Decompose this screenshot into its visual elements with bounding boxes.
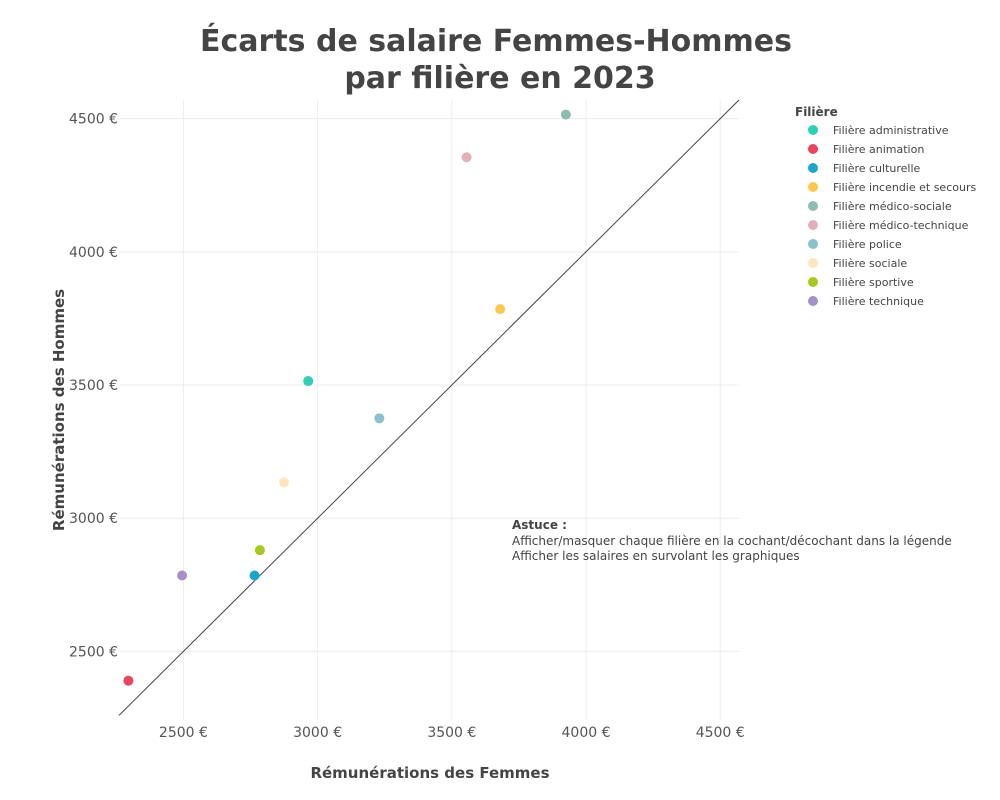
- point-fili-re-technique[interactable]: [177, 570, 188, 581]
- y-tick-label: 4000 €: [69, 245, 118, 261]
- legend-marker: [808, 258, 818, 268]
- y-axis-title: Rémunérations des Hommes: [50, 289, 68, 531]
- legend-label: Filière culturelle: [833, 162, 921, 175]
- grid: [119, 100, 739, 720]
- legend-label: Filière sociale: [833, 257, 907, 270]
- legend-item[interactable]: Filière administrative: [808, 124, 949, 137]
- x-tick-label: 4000 €: [562, 725, 611, 741]
- y-tick-label: 4500 €: [69, 112, 118, 128]
- data-points: [123, 109, 571, 686]
- tip-line-1: Afficher/masquer chaque filière en la co…: [512, 534, 952, 548]
- legend-item[interactable]: Filière sportive: [808, 276, 914, 289]
- tip-heading: Astuce :: [512, 518, 567, 532]
- point-fili-re-m-dico-sociale[interactable]: [560, 109, 571, 120]
- y-axis-ticks: 2500 € 3000 € 3500 € 4000 € 4500 €: [69, 112, 118, 661]
- x-tick-label: 4500 €: [696, 725, 745, 741]
- legend-marker: [808, 163, 818, 173]
- point-fili-re-animation[interactable]: [123, 675, 134, 686]
- y-tick-label: 3500 €: [69, 378, 118, 394]
- legend-item[interactable]: Filière police: [808, 238, 902, 251]
- legend-marker: [808, 296, 818, 306]
- point-fili-re-sportive[interactable]: [254, 545, 265, 556]
- parity-reference-line: [118, 99, 740, 716]
- legend-marker: [808, 182, 818, 192]
- point-fili-re-administrative[interactable]: [303, 376, 314, 387]
- x-tick-label: 2500 €: [159, 725, 208, 741]
- legend-item[interactable]: Filière sociale: [808, 257, 907, 270]
- legend-item[interactable]: Filière médico-technique: [808, 219, 969, 232]
- point-fili-re-police[interactable]: [374, 413, 385, 424]
- legend-marker: [808, 201, 818, 211]
- x-tick-label: 3000 €: [293, 725, 342, 741]
- tip-annotation: Astuce : Afficher/masquer chaque filière…: [512, 518, 952, 563]
- point-fili-re-incendie-et-secours[interactable]: [495, 304, 506, 315]
- legend-item[interactable]: Filière médico-sociale: [808, 200, 952, 213]
- legend-marker: [808, 125, 818, 135]
- legend-title: Filière: [795, 105, 838, 119]
- x-axis-ticks: 2500 € 3000 € 3500 € 4000 € 4500 €: [159, 725, 745, 741]
- legend-item[interactable]: Filière animation: [808, 143, 924, 156]
- x-tick-label: 3500 €: [427, 725, 476, 741]
- y-tick-label: 3000 €: [69, 511, 118, 527]
- chart-title-line-1: Écarts de salaire Femmes-Hommes: [200, 23, 792, 59]
- y-tick-label: 2500 €: [69, 644, 118, 660]
- tip-line-2: Afficher les salaires en survolant les g…: [512, 549, 800, 563]
- legend-label: Filière médico-sociale: [833, 200, 952, 213]
- legend-label: Filière technique: [833, 295, 924, 308]
- legend-item[interactable]: Filière incendie et secours: [808, 181, 976, 194]
- legend-marker: [808, 220, 818, 230]
- legend-item[interactable]: Filière culturelle: [808, 162, 921, 175]
- legend-marker: [808, 277, 818, 287]
- legend: Filière Filière administrative Filière an…: [795, 105, 976, 308]
- legend-label: Filière administrative: [833, 124, 949, 137]
- legend-label: Filière médico-technique: [833, 219, 969, 232]
- legend-marker: [808, 144, 818, 154]
- legend-label: Filière incendie et secours: [833, 181, 976, 194]
- point-fili-re-culturelle[interactable]: [249, 570, 260, 581]
- x-axis-title: Rémunérations des Femmes: [310, 764, 549, 782]
- legend-label: Filière police: [833, 238, 902, 251]
- point-fili-re-sociale[interactable]: [279, 477, 290, 488]
- legend-item[interactable]: Filière technique: [808, 295, 924, 308]
- legend-label: Filière sportive: [833, 276, 914, 289]
- legend-marker: [808, 239, 818, 249]
- chart-title-line-2: par filière en 2023: [344, 61, 655, 96]
- point-fili-re-m-dico-technique[interactable]: [461, 152, 472, 163]
- legend-label: Filière animation: [833, 143, 924, 156]
